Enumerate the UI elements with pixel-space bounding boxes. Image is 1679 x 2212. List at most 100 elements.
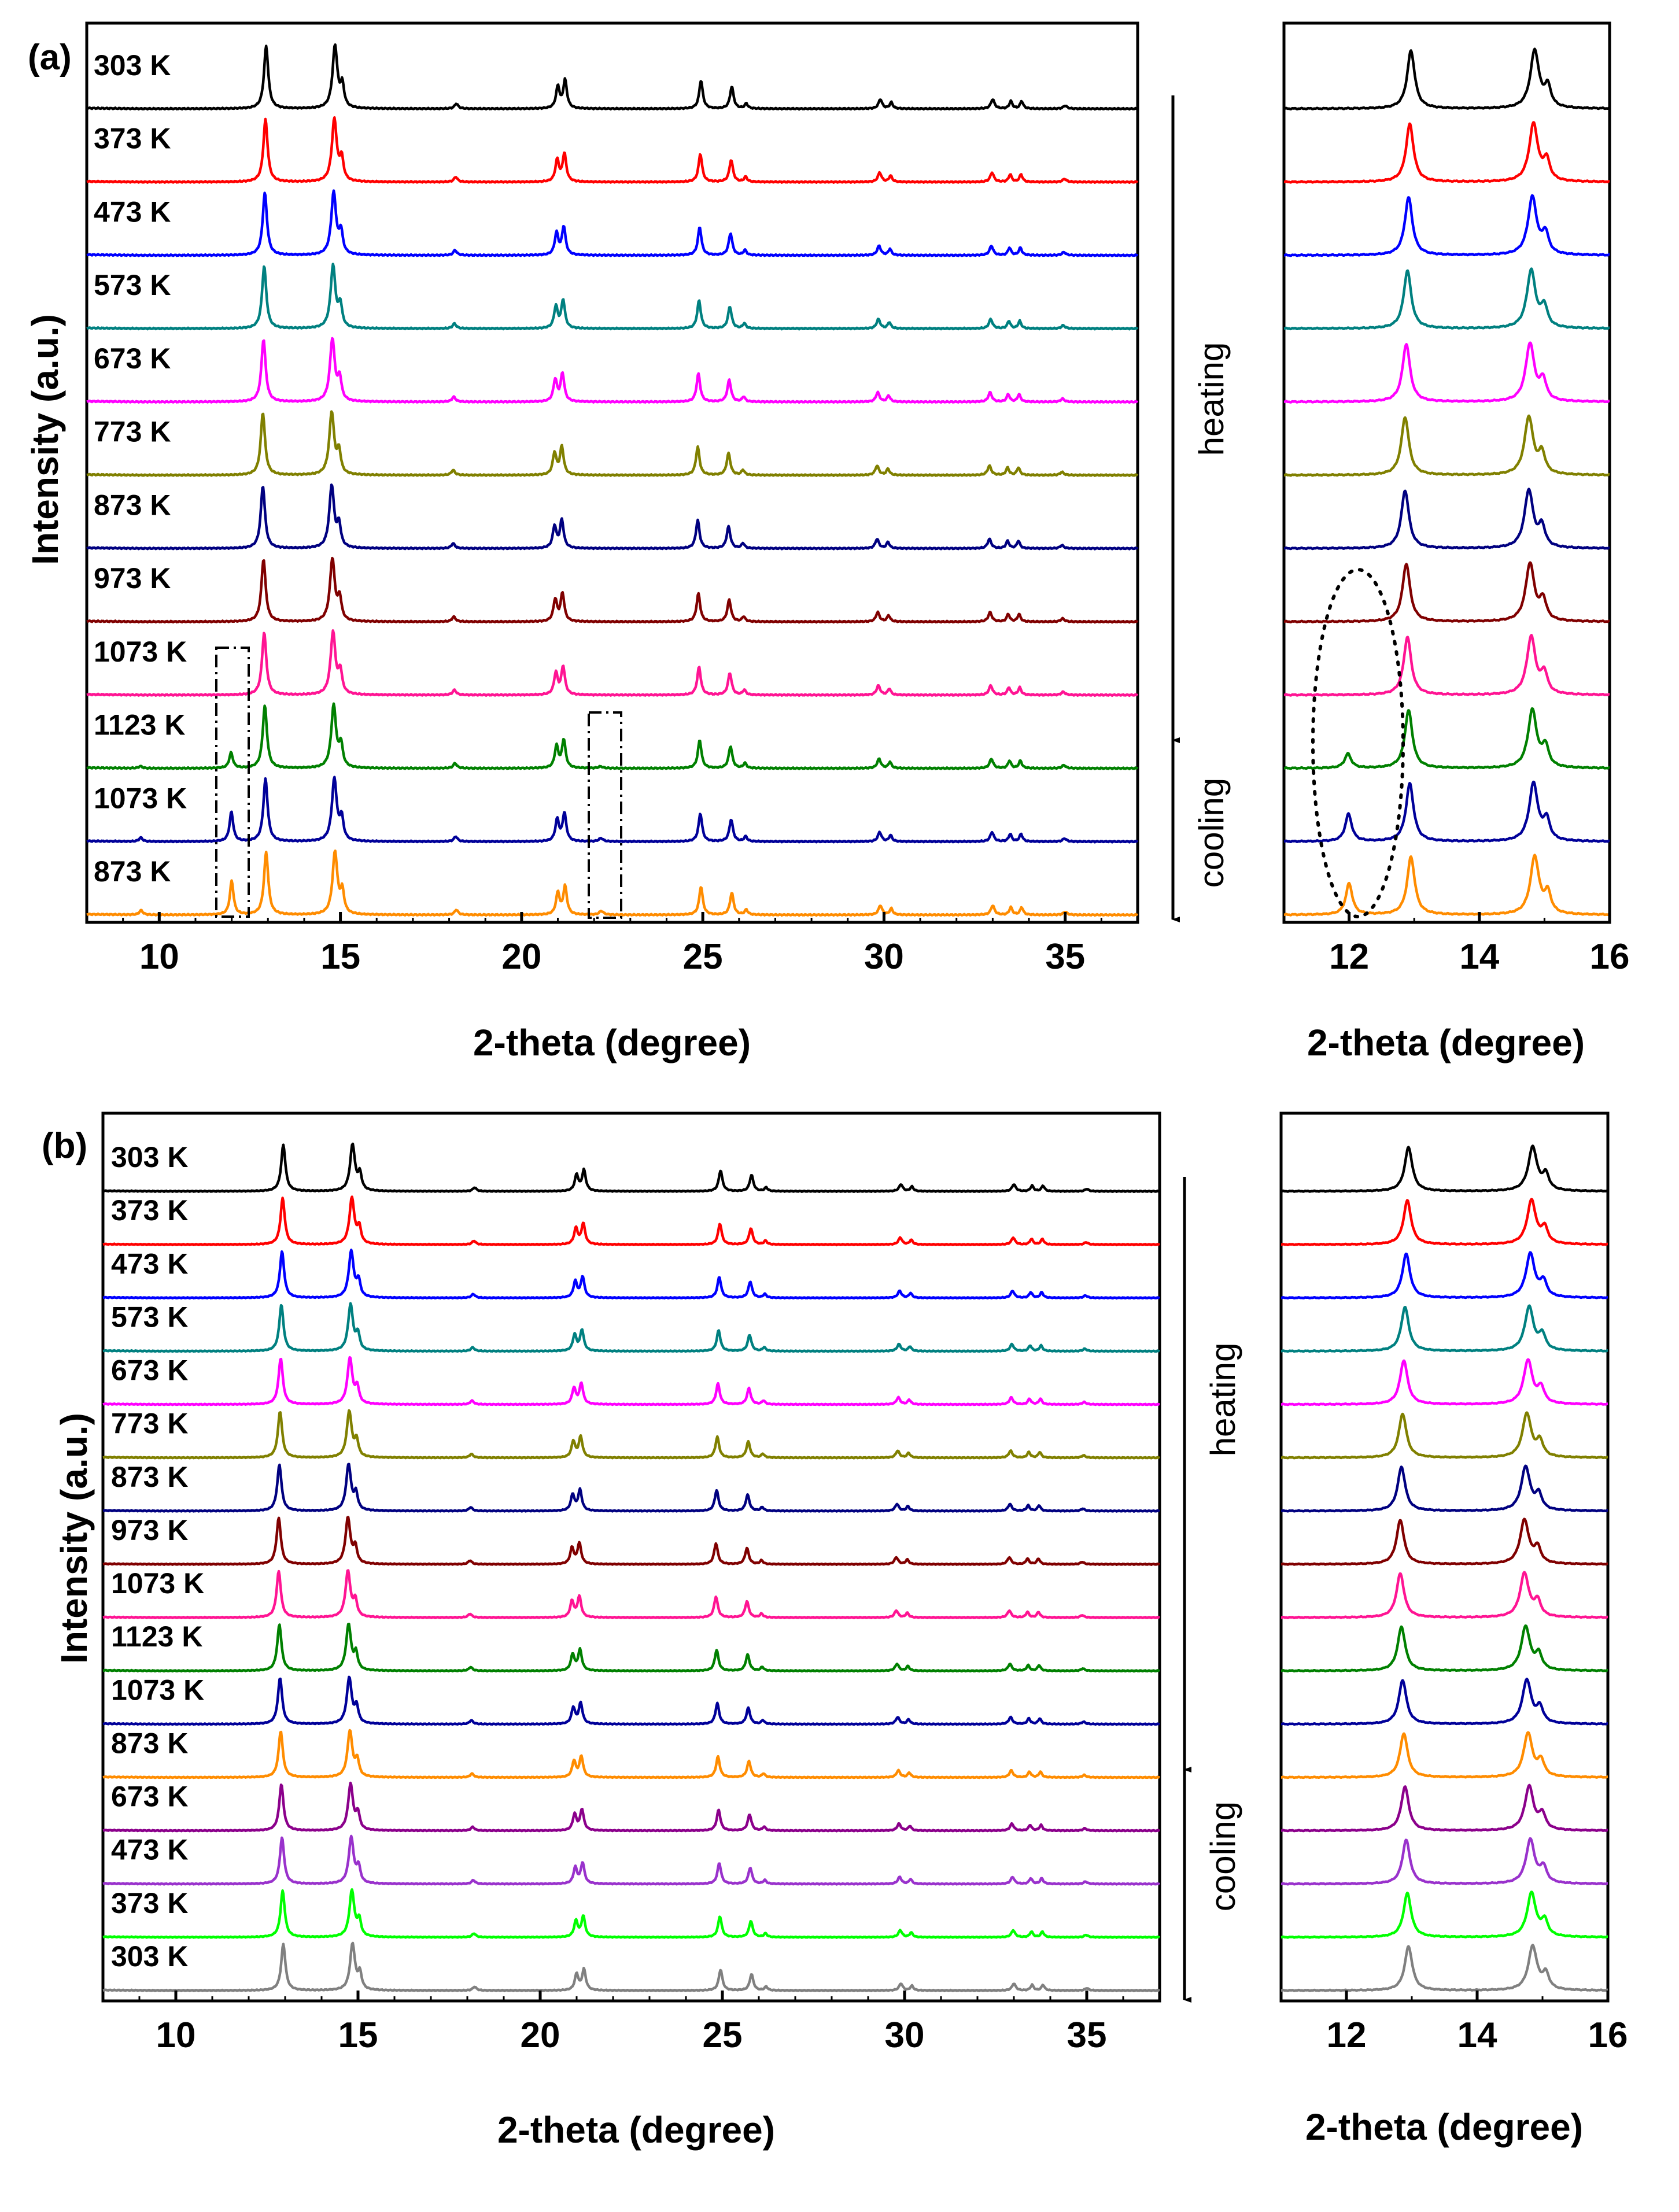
- panel-a-y-axis-title: Intensity (a.u.): [24, 314, 66, 565]
- series-line: [86, 629, 1139, 697]
- temperature-label: 773 K: [94, 416, 171, 448]
- series-line: [102, 1834, 1161, 1886]
- series-line: [86, 189, 1139, 257]
- series-line: [102, 1409, 1161, 1460]
- temperature-label: 673 K: [94, 342, 171, 375]
- inset-series-line: [1283, 121, 1611, 184]
- panel-a-inset-ticks: 12 14 16: [1283, 912, 1630, 977]
- series-line: [86, 483, 1139, 551]
- temperature-label: 303 K: [111, 1141, 188, 1173]
- panel-a-temp-labels: 303 K 373 K 473 K 573 K 673 K 773 K 873 K 973 K…: [94, 49, 187, 888]
- x-tick-label: 25: [683, 937, 723, 977]
- panel-a-cooling-label: cooling: [1192, 778, 1231, 888]
- series-line: [86, 116, 1139, 184]
- temperature-label: 673 K: [111, 1354, 188, 1387]
- x-tick-label: 10: [156, 2015, 196, 2055]
- series-line: [102, 1622, 1161, 1673]
- panel-a-x-axis-title: 2-theta (degree): [473, 1022, 751, 1063]
- temperature-label: 373 K: [94, 123, 171, 155]
- inset-series-line: [1280, 1144, 1609, 1193]
- inset-series-line: [1280, 1358, 1609, 1406]
- series-line: [102, 1675, 1161, 1726]
- temperature-label: 1073 K: [111, 1674, 204, 1706]
- inset-series-line: [1280, 1624, 1609, 1672]
- x-tick-label: 25: [703, 2015, 743, 2055]
- series-line: [86, 776, 1139, 844]
- panel-a: 10 15 20 25 30 35 12 14 16 303 K 373 K 473 K 573 K…: [24, 21, 1630, 1063]
- panel-a-main-ticks: 10 15 20 25 30 35: [86, 912, 1139, 977]
- series-line: [86, 337, 1139, 404]
- x-tick-label: 35: [1067, 2015, 1107, 2055]
- inset-series-line: [1280, 1198, 1609, 1246]
- series-line: [86, 849, 1139, 917]
- temperature-label: 303 K: [94, 49, 171, 82]
- inset-series-line: [1283, 854, 1611, 917]
- inset-x-tick-label: 12: [1327, 2015, 1367, 2055]
- temperature-label: 873 K: [94, 855, 171, 888]
- panel-a-heating-label: heating: [1192, 342, 1231, 456]
- panel-b-heating-label: heating: [1204, 1343, 1242, 1457]
- panel-b-inset-ticks: 12 14 16: [1280, 1991, 1628, 2055]
- x-tick-label: 30: [885, 2015, 925, 2055]
- temperature-label: 1073 K: [111, 1567, 204, 1600]
- series-line: [102, 1569, 1161, 1620]
- inset-series-line: [1280, 1944, 1609, 1992]
- inset-series-line: [1283, 634, 1611, 697]
- inset-series-line: [1280, 1890, 1609, 1939]
- series-line: [102, 1463, 1161, 1513]
- inset-x-tick-label: 14: [1457, 2015, 1497, 2055]
- series-line: [86, 702, 1139, 770]
- series-line: [102, 1941, 1161, 1993]
- x-tick-label: 20: [501, 937, 541, 977]
- temperature-label: 673 K: [111, 1781, 188, 1813]
- panel-b: 10 15 20 25 30 35 12 14 16 303 K 373 K 473 K 573 K…: [42, 1111, 1628, 2151]
- inset-series-line: [1280, 1731, 1609, 1779]
- temperature-label: 303 K: [111, 1940, 188, 1973]
- inset-series-line: [1283, 194, 1611, 257]
- inset-x-tick-label: 12: [1329, 937, 1369, 977]
- temperature-label: 873 K: [94, 489, 171, 521]
- inset-series-line: [1283, 780, 1611, 843]
- panel-b-inset-x-axis-title: 2-theta (degree): [1305, 2106, 1583, 2148]
- inset-series-line: [1280, 1251, 1609, 1300]
- temperature-label: 1073 K: [94, 636, 187, 668]
- inset-series-line: [1280, 1783, 1609, 1833]
- temperature-label: 373 K: [111, 1887, 188, 1919]
- inset-series-line: [1280, 1411, 1609, 1460]
- temperature-label: 473 K: [111, 1247, 188, 1280]
- panel-b-inset-axes: [1279, 1111, 1610, 2003]
- panel-b-cooling-label: cooling: [1204, 1801, 1242, 1911]
- inset-series-line: [1283, 488, 1611, 551]
- temperature-label: 473 K: [111, 1834, 188, 1866]
- temperature-label: 873 K: [111, 1727, 188, 1760]
- inset-series-line: [1280, 1571, 1609, 1619]
- panel-b-temp-labels: 303 K 373 K 473 K 573 K 673 K 773 K 873 K 973 K…: [111, 1141, 204, 1973]
- series-line: [102, 1142, 1161, 1194]
- inset-series-line: [1280, 1678, 1609, 1726]
- series-line: [102, 1516, 1161, 1566]
- inset-x-tick-label: 14: [1459, 937, 1499, 977]
- inset-series-line: [1280, 1464, 1609, 1513]
- x-tick-label: 15: [338, 2015, 378, 2055]
- temperature-label: 973 K: [94, 562, 171, 594]
- series-line: [86, 556, 1139, 624]
- temperature-label: 473 K: [94, 196, 171, 228]
- series-line: [102, 1249, 1161, 1300]
- panel-a-main-axes: [85, 21, 1139, 924]
- temperature-label: 1073 K: [94, 782, 187, 814]
- temperature-label: 973 K: [111, 1514, 188, 1546]
- temperature-label: 873 K: [111, 1461, 188, 1493]
- panel-b-main-axes: [101, 1111, 1161, 2003]
- series-line: [102, 1195, 1161, 1247]
- panel-b-y-axis-title: Intensity (a.u.): [53, 1413, 95, 1664]
- panel-a-main-traces: [86, 43, 1139, 917]
- inset-series-line: [1280, 1304, 1609, 1353]
- inset-x-tick-label: 16: [1588, 2015, 1628, 2055]
- panel-b-label: (b): [42, 1126, 87, 1166]
- panel-a-dashed-box-12deg: [215, 647, 250, 918]
- series-line: [102, 1302, 1161, 1353]
- temperature-label: 373 K: [111, 1194, 188, 1227]
- panel-a-label: (a): [28, 38, 72, 77]
- inset-x-tick-label: 16: [1590, 937, 1630, 977]
